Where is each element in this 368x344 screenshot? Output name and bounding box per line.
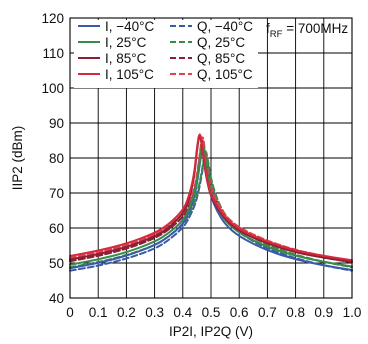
annot-rest: = 700MHz xyxy=(282,21,348,36)
x-tick-label: 0.4 xyxy=(173,305,192,320)
legend-label: Q, 105°C xyxy=(197,67,253,82)
y-axis-title: IIP2 (dBm) xyxy=(10,126,25,191)
legend-item: Q, 85°C xyxy=(170,51,245,66)
legend-label: I, 25°C xyxy=(105,35,147,50)
y-tick-label: 40 xyxy=(49,291,64,306)
x-tick-label: 0.2 xyxy=(117,305,136,320)
series-line xyxy=(69,144,353,268)
legend-item: I, 85°C xyxy=(78,51,147,66)
x-tick-label: 0.6 xyxy=(230,305,249,320)
y-tick-label: 110 xyxy=(42,46,64,61)
legend-background xyxy=(74,20,258,88)
legend-label: I, 85°C xyxy=(105,51,147,66)
y-tick-label: 90 xyxy=(49,116,64,131)
legend-item: Q, 25°C xyxy=(170,35,245,50)
legend-label: Q, −40°C xyxy=(197,19,253,34)
series-lines xyxy=(69,133,353,272)
y-tick-label: 60 xyxy=(49,221,64,236)
legend-label: I, −40°C xyxy=(105,19,155,34)
legend-item: I, 25°C xyxy=(78,35,147,50)
annot-main: f xyxy=(266,21,270,36)
legend: I, −40°CI, 25°CI, 85°CI, 105°CQ, −40°CQ,… xyxy=(78,19,253,82)
y-tick-label: 80 xyxy=(49,151,64,166)
plot-frame xyxy=(69,17,353,299)
x-tick-label: 0.3 xyxy=(145,305,164,320)
y-tick-labels: 40 50 60 70 80 90 100 110 120 xyxy=(41,11,64,306)
x-tick-label: 0.1 xyxy=(89,305,108,320)
series-line xyxy=(69,133,353,262)
series-line xyxy=(69,136,353,262)
x-axis-title: IP2I, IP2Q (V) xyxy=(169,324,253,339)
y-tick-label: 120 xyxy=(41,11,64,26)
frequency-annotation: fRF = 700MHz xyxy=(266,21,348,40)
legend-item: Q, 105°C xyxy=(170,67,253,82)
legend-item: I, −40°C xyxy=(78,19,155,34)
legend-label: Q, 85°C xyxy=(197,51,245,66)
x-tick-label: 1.0 xyxy=(343,305,362,320)
x-tick-label: 0.7 xyxy=(258,305,277,320)
legend-item: I, 105°C xyxy=(78,67,154,82)
legend-item: Q, −40°C xyxy=(170,19,253,34)
x-tick-label: 0.8 xyxy=(286,305,305,320)
frequency-annotation-text: fRF = 700MHz xyxy=(266,21,348,40)
y-tick-label: 100 xyxy=(41,81,64,96)
x-tick-labels: 0 0.1 0.2 0.3 0.4 0.5 0.6 0.7 0.8 0.9 1.0 xyxy=(66,305,361,320)
x-tick-label: 0.5 xyxy=(202,305,221,320)
legend-label: I, 105°C xyxy=(105,67,154,82)
y-tick-label: 70 xyxy=(49,186,64,201)
annot-subscript: RF xyxy=(270,29,283,40)
x-tick-label: 0.9 xyxy=(314,305,333,320)
y-tick-label: 50 xyxy=(49,256,64,271)
x-tick-label: 0 xyxy=(66,305,74,320)
legend-label: Q, 25°C xyxy=(197,35,245,50)
